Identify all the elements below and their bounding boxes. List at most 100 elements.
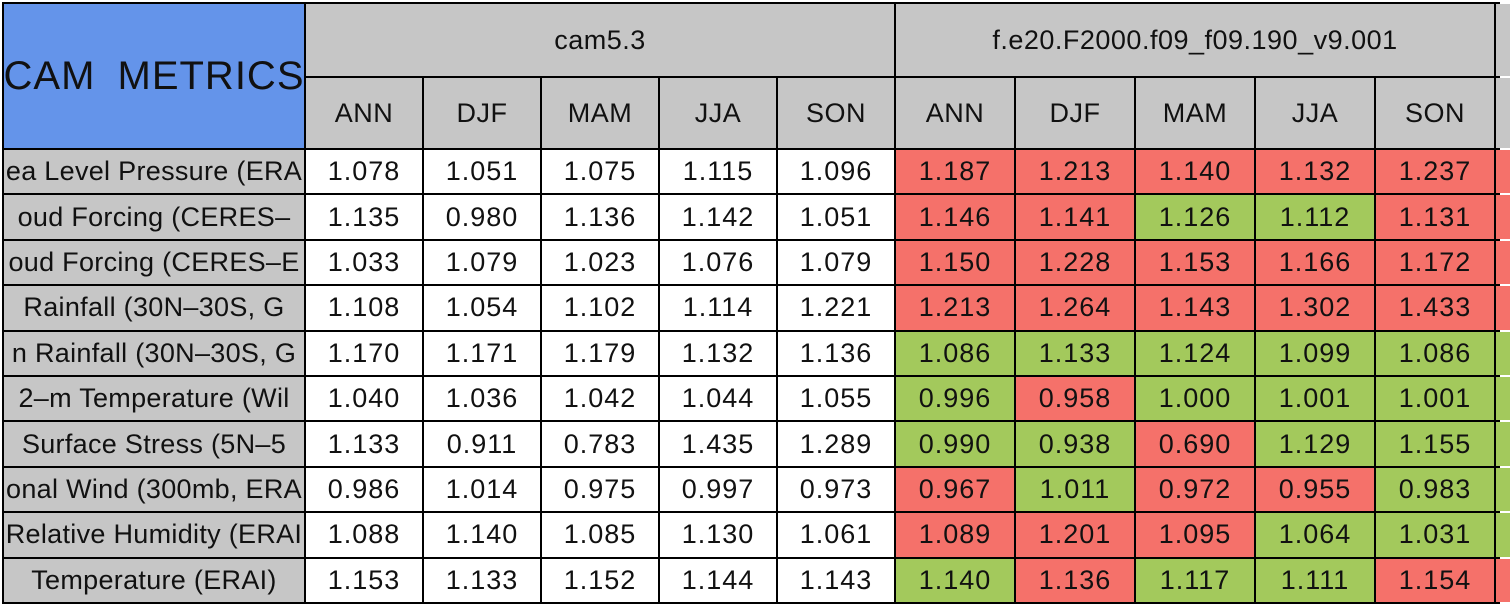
clipped-column-header bbox=[1496, 78, 1510, 148]
metric-label: ea Level Pressure (ERA bbox=[4, 150, 304, 194]
metric-value-model2: 1.111 bbox=[1256, 558, 1374, 602]
metric-value-model1: 1.023 bbox=[542, 240, 658, 285]
metric-value-model2: 1.213 bbox=[1016, 150, 1134, 194]
metric-value-model1: 1.102 bbox=[542, 286, 658, 330]
season-header-jja: JJA bbox=[660, 78, 776, 148]
season-header-son: SON bbox=[778, 78, 894, 148]
metric-value-model1: 1.079 bbox=[778, 240, 894, 285]
season-header-jja: JJA bbox=[1256, 78, 1374, 148]
metric-value-model2: 1.095 bbox=[1136, 513, 1254, 557]
metric-value-model2: 1.140 bbox=[896, 558, 1014, 602]
metric-value-model2: 1.154 bbox=[1376, 558, 1494, 602]
metric-value-model2: 0.983 bbox=[1376, 467, 1494, 512]
metric-value-model2: 1.086 bbox=[896, 331, 1014, 375]
metric-value-model2: 1.086 bbox=[1376, 331, 1494, 375]
clipped-column-header bbox=[1496, 4, 1510, 76]
metric-value-model2: 1.146 bbox=[896, 195, 1014, 239]
metric-value-model1: 1.085 bbox=[542, 513, 658, 557]
metric-value-model2: 1.129 bbox=[1256, 422, 1374, 466]
metric-value-model1: 1.143 bbox=[778, 558, 894, 602]
metric-value-model1: 1.132 bbox=[660, 331, 776, 375]
metric-value-model2: 1.124 bbox=[1136, 331, 1254, 375]
metric-value-model2: 1.143 bbox=[1136, 286, 1254, 330]
metric-value-model1: 1.171 bbox=[424, 331, 540, 375]
metric-value-model1: 1.130 bbox=[660, 513, 776, 557]
metric-value-model2: 1.433 bbox=[1376, 286, 1494, 330]
metric-value-model2: 1.153 bbox=[1136, 240, 1254, 285]
metric-value-model2: 1.001 bbox=[1376, 376, 1494, 421]
metric-value-model2: 0.972 bbox=[1136, 467, 1254, 512]
metric-value-model2: 0.958 bbox=[1016, 376, 1134, 421]
metric-value-model2: 1.213 bbox=[896, 286, 1014, 330]
metric-value-model2: 1.172 bbox=[1376, 240, 1494, 285]
metric-value-model1: 1.144 bbox=[660, 558, 776, 602]
metric-value-model1: 1.435 bbox=[660, 422, 776, 466]
metric-value-model2: 1.264 bbox=[1016, 286, 1134, 330]
metric-value-model2: 1.166 bbox=[1256, 240, 1374, 285]
metric-value-model2: 1.237 bbox=[1376, 150, 1494, 194]
metric-value-model2: 1.187 bbox=[896, 150, 1014, 194]
clipped-column-cell bbox=[1496, 376, 1510, 421]
clipped-column-cell bbox=[1496, 240, 1510, 285]
metric-value-model1: 1.044 bbox=[660, 376, 776, 421]
metric-value-model2: 0.996 bbox=[896, 376, 1014, 421]
metric-value-model1: 1.051 bbox=[424, 150, 540, 194]
metric-value-model1: 1.221 bbox=[778, 286, 894, 330]
season-header-djf: DJF bbox=[424, 78, 540, 148]
metric-value-model1: 1.136 bbox=[542, 195, 658, 239]
metric-value-model1: 1.061 bbox=[778, 513, 894, 557]
metric-value-model1: 1.142 bbox=[660, 195, 776, 239]
season-header-ann: ANN bbox=[306, 78, 422, 148]
metric-label: oud Forcing (CERES–E bbox=[4, 240, 304, 285]
metric-value-model1: 0.986 bbox=[306, 467, 422, 512]
metric-value-model1: 0.997 bbox=[660, 467, 776, 512]
metric-value-model1: 1.088 bbox=[306, 513, 422, 557]
metric-value-model2: 1.089 bbox=[896, 513, 1014, 557]
metric-value-model1: 0.911 bbox=[424, 422, 540, 466]
model2-header: f.e20.F2000.f09_f09.190_v9.001 bbox=[896, 4, 1494, 76]
metric-value-model2: 1.031 bbox=[1376, 513, 1494, 557]
metric-value-model1: 1.133 bbox=[424, 558, 540, 602]
clipped-column-cell bbox=[1496, 467, 1510, 512]
metric-value-model1: 1.140 bbox=[424, 513, 540, 557]
metric-value-model1: 1.289 bbox=[778, 422, 894, 466]
metric-value-model1: 1.054 bbox=[424, 286, 540, 330]
metric-value-model1: 0.783 bbox=[542, 422, 658, 466]
metric-value-model2: 1.141 bbox=[1016, 195, 1134, 239]
metric-value-model1: 1.115 bbox=[660, 150, 776, 194]
metric-value-model1: 1.170 bbox=[306, 331, 422, 375]
metric-value-model2: 0.990 bbox=[896, 422, 1014, 466]
metric-value-model2: 1.150 bbox=[896, 240, 1014, 285]
metric-value-model1: 1.076 bbox=[660, 240, 776, 285]
clipped-column-cell bbox=[1496, 195, 1510, 239]
metric-value-model1: 1.040 bbox=[306, 376, 422, 421]
metric-label: oud Forcing (CERES– bbox=[4, 195, 304, 239]
clipped-column-cell bbox=[1496, 558, 1510, 602]
metric-value-model2: 1.140 bbox=[1136, 150, 1254, 194]
metric-value-model2: 1.131 bbox=[1376, 195, 1494, 239]
metric-label: Relative Humidity (ERAI bbox=[4, 513, 304, 557]
metric-value-model2: 0.690 bbox=[1136, 422, 1254, 466]
metric-value-model2: 1.112 bbox=[1256, 195, 1374, 239]
metric-value-model1: 1.042 bbox=[542, 376, 658, 421]
season-header-ann: ANN bbox=[896, 78, 1014, 148]
metric-label: Surface Stress (5N–5 bbox=[4, 422, 304, 466]
metric-value-model2: 1.136 bbox=[1016, 558, 1134, 602]
metric-label: 2–m Temperature (Wil bbox=[4, 376, 304, 421]
metric-value-model1: 1.135 bbox=[306, 195, 422, 239]
clipped-column-cell bbox=[1496, 331, 1510, 375]
clipped-column-cell bbox=[1496, 286, 1510, 330]
metric-value-model2: 1.133 bbox=[1016, 331, 1134, 375]
metric-value-model1: 1.133 bbox=[306, 422, 422, 466]
metric-value-model2: 0.967 bbox=[896, 467, 1014, 512]
metric-value-model1: 1.096 bbox=[778, 150, 894, 194]
table-title: CAM METRICS bbox=[4, 4, 304, 148]
metric-value-model1: 1.014 bbox=[424, 467, 540, 512]
metric-value-model1: 1.153 bbox=[306, 558, 422, 602]
metric-value-model1: 1.114 bbox=[660, 286, 776, 330]
metric-value-model2: 1.302 bbox=[1256, 286, 1374, 330]
metric-value-model2: 1.099 bbox=[1256, 331, 1374, 375]
metric-value-model2: 1.201 bbox=[1016, 513, 1134, 557]
metric-value-model1: 1.055 bbox=[778, 376, 894, 421]
